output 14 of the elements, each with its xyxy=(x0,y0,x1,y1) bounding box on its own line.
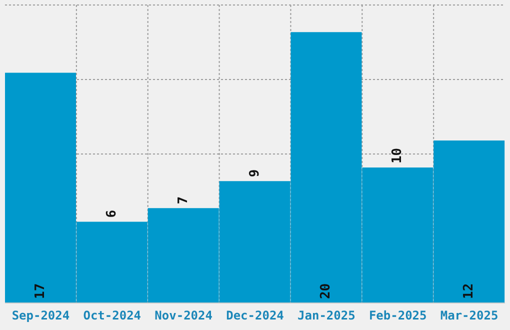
data-label: 9 xyxy=(247,169,262,178)
x-tick-label: Nov-2024 xyxy=(154,308,212,323)
data-label: 20 xyxy=(318,283,334,299)
data-label: 10 xyxy=(390,148,406,164)
x-tick-label: Dec-2024 xyxy=(226,308,284,323)
x-tick-label: Oct-2024 xyxy=(83,308,142,323)
data-label: 6 xyxy=(104,210,120,218)
data-label: 7 xyxy=(176,196,191,204)
x-tick-label: Feb-2025 xyxy=(368,308,427,323)
x-tick-label: Sep-2024 xyxy=(12,308,70,323)
data-label: 17 xyxy=(33,283,48,299)
data-label: 12 xyxy=(462,283,477,299)
x-tick-label: Jan-2025 xyxy=(298,308,356,323)
x-tick-label: Mar-2025 xyxy=(440,308,498,323)
